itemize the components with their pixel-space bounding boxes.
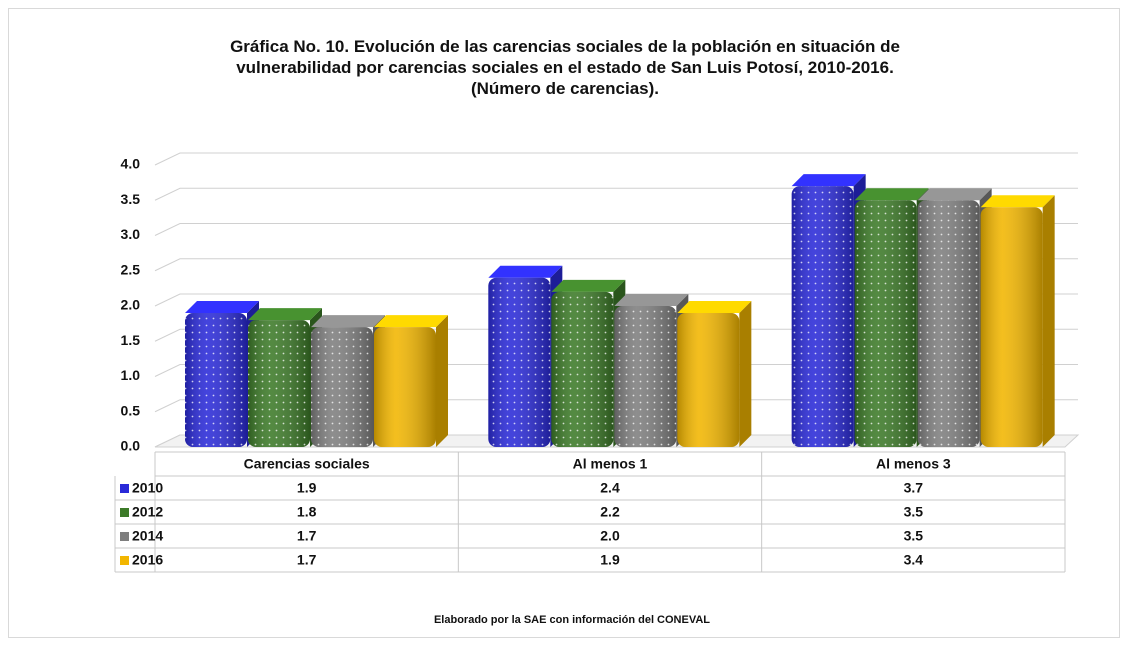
bar-top [854,188,929,201]
legend-key [120,484,129,493]
table-value: 3.7 [904,480,924,496]
source-note: Elaborado por la SAE con información del… [434,614,710,626]
table-value: 1.7 [297,552,317,568]
grid-line [154,152,1078,166]
table-value: 2.4 [600,480,620,496]
bar-texture [854,200,917,447]
bar-side [739,301,752,447]
bar-texture [185,313,247,447]
bar-top [614,294,689,306]
table-value: 3.4 [904,552,924,568]
table-value: 3.5 [904,504,924,520]
grid-line [154,364,1078,377]
bar-top [185,301,259,314]
legend-key [120,556,129,565]
x-tick-label: Al menos 3 [876,456,951,472]
bar-shade [677,313,740,447]
bar-top [488,265,563,278]
bar-side [436,315,448,447]
y-tick-label: 0.0 [121,438,141,454]
bar-top [311,315,385,328]
table-value: 1.8 [297,504,317,520]
bar-top [917,188,992,201]
bar-top [248,308,322,321]
bar-side [1042,195,1055,447]
y-tick-label: 3.0 [121,226,141,242]
bar-top [980,195,1055,208]
legend-key [120,508,129,517]
x-tick-label: Carencias sociales [244,456,370,472]
y-tick-label: 1.0 [121,367,141,383]
bar-texture [614,306,677,447]
legend-label: 2012 [132,504,163,520]
table-value: 1.9 [600,552,620,568]
grid-line [154,399,1078,413]
bar-texture [551,291,614,447]
grid-line [154,187,1078,201]
grid-line [154,293,1078,307]
y-tick-label: 2.5 [121,261,141,277]
bar-shade [374,327,436,447]
bar-top [677,301,752,314]
y-tick-label: 2.0 [121,297,141,313]
y-tick-label: 3.5 [121,191,141,207]
bar-top [551,279,626,292]
chart-frame [8,8,1120,638]
bar-top [791,174,866,187]
bar-shade [980,207,1043,447]
y-tick-label: 0.5 [121,402,141,418]
table-value: 2.0 [600,528,620,544]
y-tick-label: 1.5 [121,332,141,348]
legend-label: 2016 [132,552,163,568]
legend-label: 2010 [132,480,163,496]
chart-title: Gráfica No. 10. Evolución de las carenci… [230,37,900,98]
legend-label: 2014 [132,528,163,544]
bar-top [374,315,448,328]
bar-texture [311,327,373,447]
grid-line [154,328,1078,342]
legend-key [120,532,129,541]
grid-line [154,258,1078,272]
table-value: 1.9 [297,480,317,496]
grid-line [154,223,1078,236]
table-value: 3.5 [904,528,924,544]
y-tick-label: 4.0 [121,156,141,172]
bar-texture [248,320,310,447]
bar-texture [917,200,980,447]
x-tick-label: Al menos 1 [573,456,648,472]
table-value: 2.2 [600,504,620,520]
bar-texture [488,277,551,447]
bar-texture [791,186,854,447]
table-value: 1.7 [297,528,317,544]
